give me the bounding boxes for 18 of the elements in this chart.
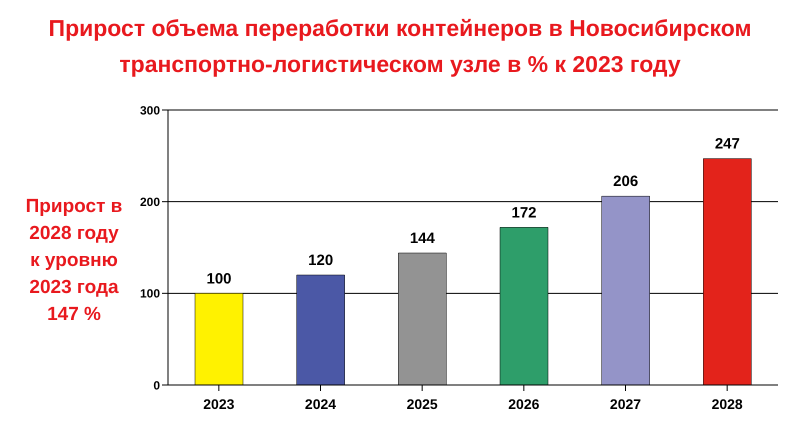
y-tick-label: 0: [153, 378, 160, 392]
chart-title: Прирост объема переработки контейнеров в Новосибирском транспортно-логистическом узле в % к 2023 году: [48, 14, 752, 79]
text: Прирост в 2028 году к уровню 2023 года 147 %: [24, 195, 124, 327]
data-label: 120: [308, 252, 334, 269]
data-label: 100: [206, 270, 232, 288]
data-label: 144: [410, 230, 436, 247]
data-label: 206: [613, 173, 638, 190]
x-tick-label: 2023: [203, 396, 235, 412]
x-tick-label: 2025: [406, 396, 438, 412]
x-tick-label: 2024: [304, 396, 336, 412]
y-tick-label: 100: [140, 286, 160, 301]
x-tick-label: 2027: [610, 396, 642, 412]
data-label: 172: [511, 204, 537, 222]
y-tick-label: 300: [140, 103, 160, 118]
y-tick-label: 200: [140, 194, 160, 209]
x-tick-label: 2028: [712, 396, 743, 412]
x-tick-label: 2026: [508, 396, 540, 412]
data-label: 247: [714, 136, 740, 153]
